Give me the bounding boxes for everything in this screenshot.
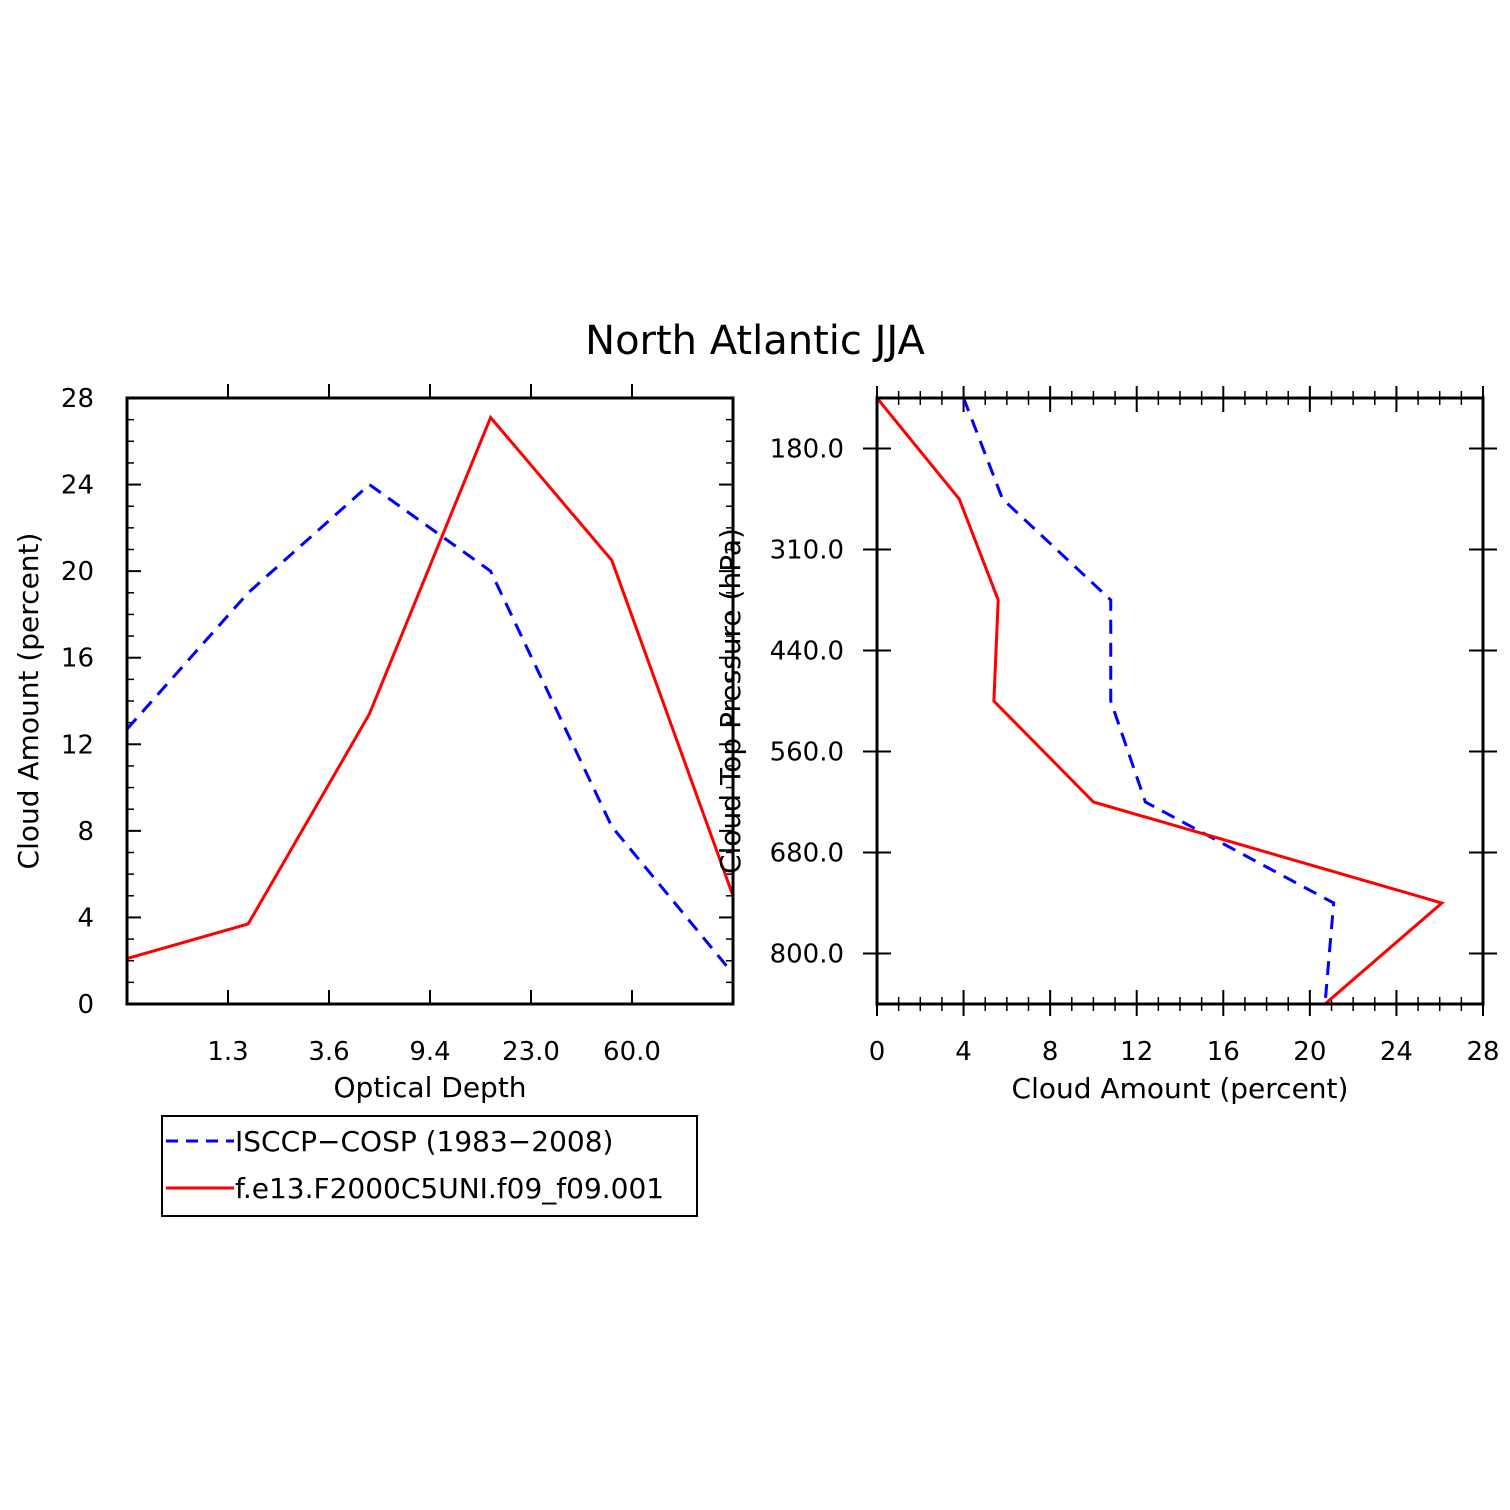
right-panel: 0 4 8 12 16 20 24 28 180.0 310.0 440.0 560.0 680.0 80… bbox=[714, 386, 1500, 1105]
left-series bbox=[125, 414, 735, 975]
chart-title: North Atlantic JJA bbox=[585, 318, 925, 364]
right-x-tick-label: 12 bbox=[1120, 1037, 1153, 1067]
right-plot-frame bbox=[875, 396, 1485, 1006]
right-y-tick-label: 310.0 bbox=[770, 536, 844, 566]
left-series-isccp-line bbox=[125, 482, 735, 975]
right-series-model-line bbox=[875, 397, 1445, 1006]
left-x-tick-label: 3.6 bbox=[308, 1037, 349, 1067]
left-x-tick-label: 9.4 bbox=[409, 1037, 450, 1067]
right-y-tick-label: 680.0 bbox=[770, 839, 844, 869]
right-x-axis-label: Cloud Amount (percent) bbox=[1012, 1072, 1349, 1105]
legend: ISCCP−COSP (1983−2008) f.e13.F2000C5UNI.… bbox=[161, 1115, 698, 1217]
left-x-tick-label: 23.0 bbox=[502, 1037, 560, 1067]
left-plot-frame bbox=[125, 396, 735, 1006]
right-series bbox=[875, 397, 1445, 1006]
right-x-tick-label: 8 bbox=[1042, 1037, 1059, 1067]
legend-label-model: f.e13.F2000C5UNI.f09_f09.001 bbox=[235, 1172, 664, 1205]
right-ticks: 0 4 8 12 16 20 24 28 180.0 310.0 440.0 560.0 680.0 80… bbox=[770, 386, 1500, 1067]
left-y-tick-label: 16 bbox=[61, 644, 94, 674]
left-x-axis-label: Optical Depth bbox=[333, 1071, 526, 1104]
right-x-tick-label: 24 bbox=[1380, 1037, 1413, 1067]
right-y-tick-label: 560.0 bbox=[770, 738, 844, 768]
left-y-tick-label: 4 bbox=[77, 903, 94, 933]
left-y-tick-label: 24 bbox=[61, 471, 94, 501]
right-x-tick-label: 16 bbox=[1207, 1037, 1240, 1067]
right-y-tick-label: 180.0 bbox=[770, 435, 844, 465]
right-y-tick-label: 800.0 bbox=[770, 940, 844, 970]
left-y-tick-label: 0 bbox=[77, 990, 94, 1020]
right-x-tick-label: 28 bbox=[1466, 1037, 1499, 1067]
legend-box bbox=[161, 1115, 698, 1217]
legend-label-isccp: ISCCP−COSP (1983−2008) bbox=[235, 1125, 613, 1158]
left-x-tick-label: 60.0 bbox=[603, 1037, 661, 1067]
left-x-tick-label: 1.3 bbox=[207, 1037, 248, 1067]
left-y-axis-label: Cloud Amount (percent) bbox=[12, 533, 45, 870]
right-x-tick-label: 4 bbox=[955, 1037, 972, 1067]
left-ticks: 0 4 8 12 16 20 24 28 1.3 3.6 9.4 23.0 60.0 bbox=[61, 384, 733, 1067]
left-y-tick-label: 8 bbox=[77, 817, 94, 847]
right-x-tick-label: 0 bbox=[869, 1037, 886, 1067]
right-y-tick-label: 440.0 bbox=[770, 637, 844, 667]
left-y-tick-label: 20 bbox=[61, 557, 94, 587]
right-x-tick-label: 20 bbox=[1293, 1037, 1326, 1067]
right-series-isccp-line bbox=[962, 397, 1336, 1005]
left-y-tick-label: 12 bbox=[61, 730, 94, 760]
left-panel: 0 4 8 12 16 20 24 28 1.3 3.6 9.4 23.0 60.0 Optical D… bbox=[12, 384, 735, 1104]
right-y-axis-label: Cloud Top Pressure (hPa) bbox=[714, 528, 747, 874]
left-y-tick-label: 28 bbox=[61, 384, 94, 414]
left-series-model-line bbox=[126, 414, 735, 960]
